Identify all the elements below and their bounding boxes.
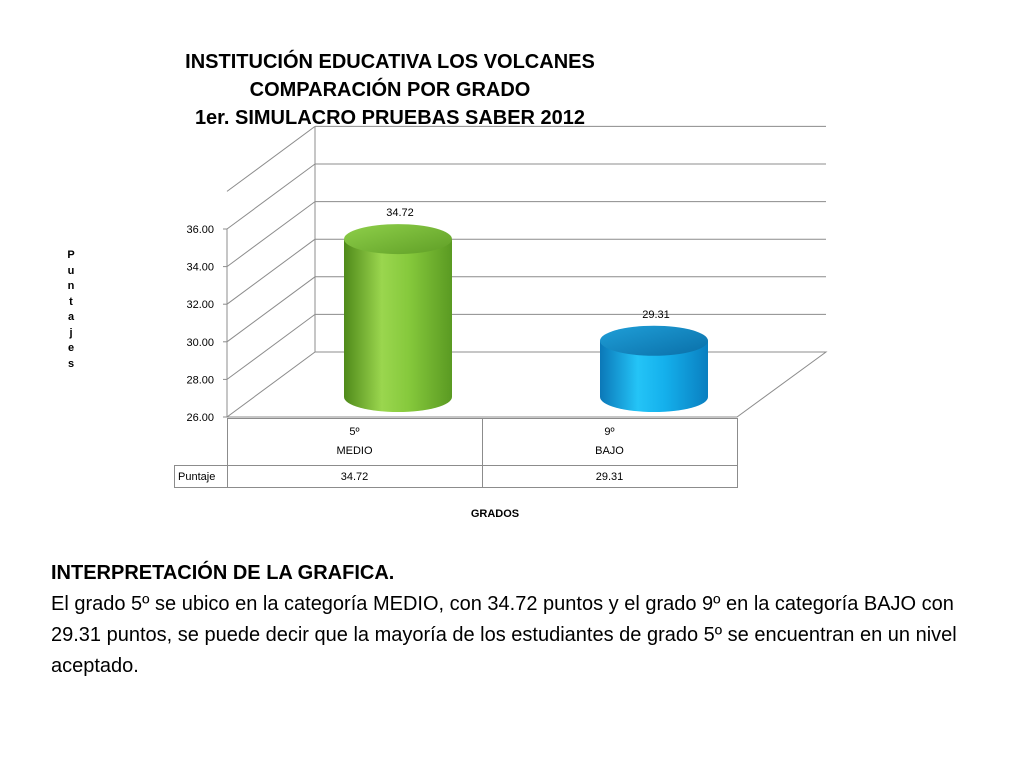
gridlines <box>225 125 828 418</box>
y-axis-label-letter: j <box>69 326 73 339</box>
table-value: 29.31 <box>481 465 738 488</box>
x-axis-label: GRADOS <box>470 508 520 520</box>
chart-title: INSTITUCIÓN EDUCATIVA LOS VOLCANES COMPA… <box>140 48 640 132</box>
bar-top <box>600 325 708 356</box>
category-label: 9º <box>604 426 615 438</box>
y-tick-label: 36.00 <box>186 224 214 236</box>
bar-top <box>344 224 452 255</box>
y-tick-label: 26.00 <box>186 412 214 424</box>
y-axis-label-letter: e <box>67 342 75 354</box>
bar <box>600 325 708 412</box>
y-tick-label: 34.00 <box>186 262 214 274</box>
data-label: 34.72 <box>386 207 414 219</box>
value-row: Puntaje 34.72 29.31 <box>174 465 738 488</box>
y-axis-label-letter: u <box>67 264 75 277</box>
title-line-3: 1er. SIMULACRO PRUEBAS SABER 2012 <box>194 107 586 129</box>
y-tick-label: 28.00 <box>186 374 214 386</box>
data-table: 5º MEDIO 9º BAJO Puntaje 34.72 29.31 <box>174 418 738 488</box>
category-cell: 5º MEDIO <box>226 418 483 466</box>
subcategory-label: BAJO <box>595 445 624 457</box>
subcategory-label: MEDIO <box>336 445 373 457</box>
interpretation: INTERPRETACIÓN DE LA GRAFICA. El grado 5… <box>51 558 971 682</box>
table-value: 34.72 <box>226 465 483 488</box>
y-axis: 26.00 28.00 30.00 32.00 34.00 36.00 <box>186 224 228 424</box>
title-line-1: INSTITUCIÓN EDUCATIVA LOS VOLCANES <box>185 51 595 73</box>
gridline-depth <box>226 276 316 343</box>
category-label: 5º <box>349 426 360 438</box>
title-line-2: COMPARACIÓN POR GRADO <box>249 79 531 101</box>
y-tick-label: 30.00 <box>186 337 214 349</box>
category-row: 5º MEDIO 9º BAJO <box>175 418 738 466</box>
gridline-depth <box>226 125 316 192</box>
y-tick-label: 32.00 <box>186 299 214 311</box>
y-axis-label-letter: t <box>69 295 73 308</box>
data-labels: 34.72 29.31 <box>386 207 670 321</box>
floor <box>225 351 828 418</box>
data-label: 29.31 <box>642 309 670 321</box>
bars <box>344 224 708 412</box>
y-axis-label-letter: a <box>67 311 75 323</box>
category-cell: 9º BAJO <box>481 418 738 466</box>
gridline-depth <box>226 313 316 380</box>
gridline-depth <box>226 201 316 268</box>
row-header: Puntaje <box>174 465 228 488</box>
bar-body <box>344 239 452 412</box>
chart-plot: 26.00 28.00 30.00 32.00 34.00 36.00 34.72 29.3… <box>186 125 828 424</box>
y-axis-label-letter: s <box>67 357 75 370</box>
interpretation-heading: INTERPRETACIÓN DE LA GRAFICA. <box>51 562 395 584</box>
y-axis-label-letter: n <box>67 280 75 292</box>
interpretation-text: El grado 5º se ubico en la categoría MED… <box>51 593 957 677</box>
gridline-depth <box>226 238 316 305</box>
gridline-depth <box>226 163 316 230</box>
bar-body <box>600 340 708 412</box>
bar <box>344 224 452 412</box>
y-axis-label-letter: P <box>67 249 75 261</box>
